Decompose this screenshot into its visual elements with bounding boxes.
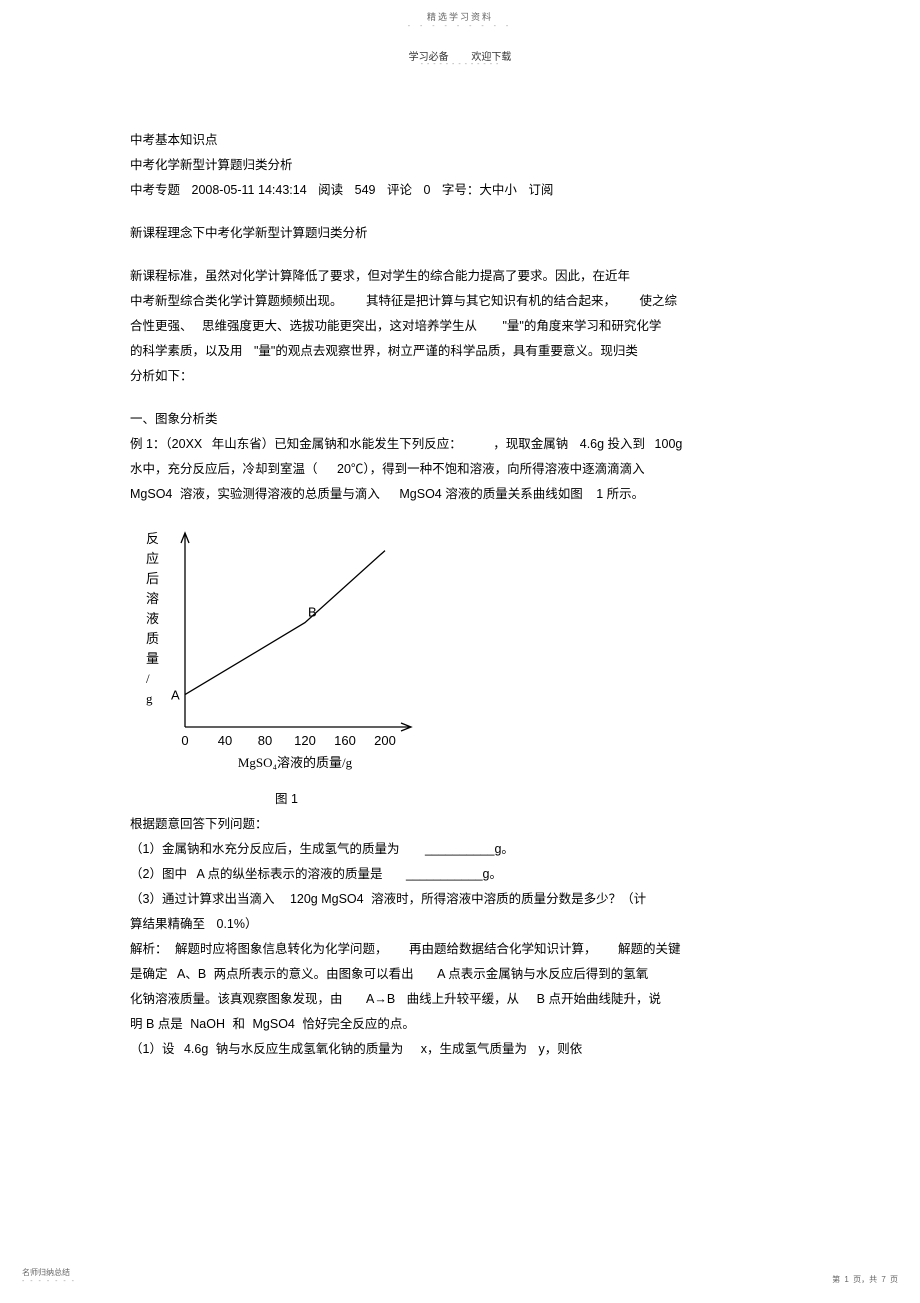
question-3b: 算结果精确至 0.1%）: [130, 912, 790, 937]
svg-text:后: 后: [146, 571, 159, 586]
analysis-l2: 是确定 A、B 两点所表示的意义。由图象可以看出 A 点表示金属钠与水反应后得到…: [130, 962, 790, 987]
analysis-l1: 解析： 解题时应将图象信息转化为化学问题， 再由题给数据结合化学知识计算， 解题…: [130, 937, 790, 962]
blank-1: __________g。: [425, 842, 514, 856]
meta-comment-count: 0: [423, 183, 430, 197]
svg-text:40: 40: [218, 733, 232, 748]
meta-fontsize: 字号：大中小: [442, 183, 517, 197]
blank-2: ___________g。: [406, 867, 502, 881]
svg-text:120: 120: [294, 733, 316, 748]
svg-text:200: 200: [374, 733, 396, 748]
svg-text:液: 液: [146, 611, 159, 626]
meta-category: 中考专题: [130, 183, 180, 197]
title-line-1: 中考基本知识点: [130, 128, 790, 153]
svg-text:量: 量: [146, 651, 159, 666]
title-line-2: 中考化学新型计算题归类分析: [130, 153, 790, 178]
p2-l3: 合性更强、 思维强度更大、选拔功能更突出，这对培养学生从 "量"的角度来学习和研…: [130, 314, 790, 339]
svg-text:反: 反: [146, 531, 159, 546]
question-3: （3）通过计算求出当滴入 120g MgSO4 溶液时，所得溶液中溶质的质量分数…: [130, 887, 790, 912]
chart-figure-1: 反应后溶液质量 / g 0 40 80 120 160 200 A B MgSO₄溶液的质量/g: [130, 517, 790, 777]
meta-comment-label: 评论: [387, 183, 412, 197]
top-header: 精选学习资料 - - - - - - - - -: [0, 0, 920, 30]
p2-l5: 分析如下：: [130, 364, 790, 389]
svg-text:0: 0: [181, 733, 188, 748]
analysis-l3: 化钠溶液质量。该真观察图象发现，由 A→B 曲线上升较平缓，从 B 点开始曲线陡…: [130, 987, 790, 1012]
svg-text:溶: 溶: [146, 591, 159, 606]
analysis-l5: （1）设 4.6g 钠与水反应生成氢氧化钠的质量为 x，生成氢气质量为 y，则依: [130, 1037, 790, 1062]
analysis-l4: 明 B 点是 NaOH 和 MgSO4 恰好完全反应的点。: [130, 1012, 790, 1037]
p2-l2: 中考新型综合类化学计算题频频出现。 其特征是把计算与其它知识有机的结合起来， 使…: [130, 289, 790, 314]
meta-date: 2008-05-11 14:43:14: [192, 183, 307, 197]
footer-right: 第 1 页，共 7 页: [832, 1274, 898, 1285]
meta-subscribe: 订阅: [528, 183, 553, 197]
footer-left-text: 名师归纳总结: [22, 1267, 76, 1278]
p2-l4: 的科学素质，以及用 "量"的观点去观察世界，树立严谨的科学品质，具有重要意义。现…: [130, 339, 790, 364]
svg-text:/: /: [146, 671, 150, 686]
ex1-l1: 例 1：（20XX 年山东省）已知金属钠和水能发生下列反应： ，现取金属钠 4.…: [130, 432, 790, 457]
paragraph-2: 新课程标准，虽然对化学计算降低了要求，但对学生的综合能力提高了要求。因此，在近年…: [130, 264, 790, 389]
sec1-title: 一、图象分析类: [130, 407, 790, 432]
document-body: 中考基本知识点 中考化学新型计算题归类分析 中考专题 2008-05-11 14…: [0, 68, 920, 1062]
question-1: （1）金属钠和水充分反应后，生成氢气的质量为 __________g。: [130, 837, 790, 862]
svg-text:MgSO₄溶液的质量/g: MgSO₄溶液的质量/g: [238, 755, 353, 770]
meta-line: 中考专题 2008-05-11 14:43:14 阅读 549 评论 0 字号：…: [130, 178, 790, 203]
question-intro: 根据题意回答下列问题：: [130, 812, 790, 837]
figure-1-label: 图 1: [275, 787, 790, 812]
svg-text:160: 160: [334, 733, 356, 748]
p2-l1: 新课程标准，虽然对化学计算降低了要求，但对学生的综合能力提高了要求。因此，在近年: [130, 264, 790, 289]
svg-text:80: 80: [258, 733, 272, 748]
top-dashes: - - - - - - - - -: [0, 23, 920, 30]
svg-text:B: B: [308, 605, 317, 620]
chart-svg: 反应后溶液质量 / g 0 40 80 120 160 200 A B MgSO₄溶液的质量/g: [130, 517, 430, 777]
ex1-l3: MgSO4 溶液，实验测得溶液的总质量与滴入 MgSO4 溶液的质量关系曲线如图…: [130, 482, 790, 507]
ex1-l2: 水中，充分反应后，冷却到室温（ 20℃），得到一种不饱和溶液，向所得溶液中逐滴滴…: [130, 457, 790, 482]
svg-text:g: g: [146, 691, 153, 706]
footer-left: 名师归纳总结 - - - - - - -: [22, 1267, 76, 1285]
meta-read-count: 549: [355, 183, 376, 197]
svg-text:A: A: [171, 688, 180, 703]
paragraph-1: 新课程理念下中考化学新型计算题归类分析: [130, 221, 790, 246]
meta-read-label: 阅读: [318, 183, 343, 197]
footer-left-dashes: - - - - - - -: [22, 1278, 76, 1285]
section-1: 一、图象分析类 例 1：（20XX 年山东省）已知金属钠和水能发生下列反应： ，…: [130, 407, 790, 507]
question-2: （2）图中 A 点的纵坐标表示的溶液的质量是 ___________g。: [130, 862, 790, 887]
sub-underline: - - - - - - - - - - - - -: [0, 61, 920, 68]
top-label: 精选学习资料: [0, 10, 920, 23]
svg-text:质: 质: [146, 631, 159, 646]
svg-text:应: 应: [146, 551, 159, 566]
